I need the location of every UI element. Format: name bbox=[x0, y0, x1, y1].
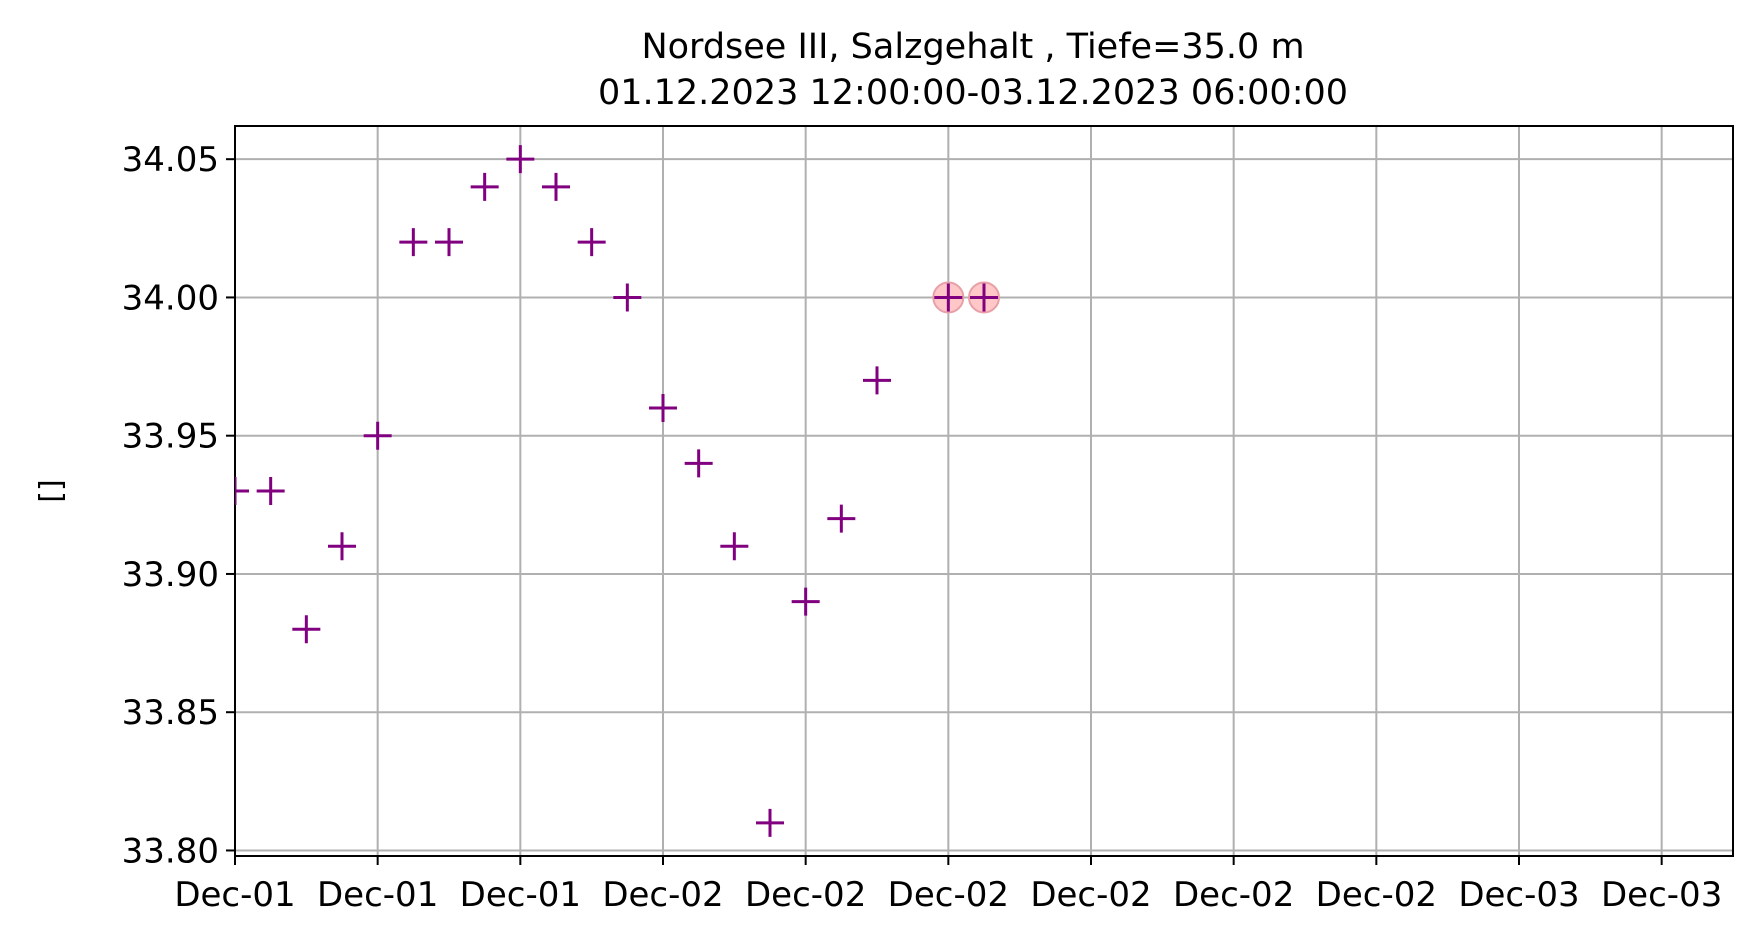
data-point-plus bbox=[827, 504, 856, 533]
x-tick-label: Dec-01 bbox=[174, 875, 295, 915]
x-tick-label: Dec-02 bbox=[1030, 875, 1151, 915]
y-tick-label: 33.95 bbox=[122, 417, 219, 457]
x-tick-label: Dec-02 bbox=[745, 875, 866, 915]
data-point-plus bbox=[756, 808, 784, 837]
data-point-plus bbox=[542, 172, 570, 201]
data-point-plus bbox=[720, 532, 749, 561]
data-point-plus bbox=[684, 449, 713, 478]
data-point-plus bbox=[791, 587, 820, 616]
data-point-plus bbox=[256, 477, 285, 505]
data-point-plus bbox=[934, 283, 963, 312]
y-tick-label: 33.90 bbox=[122, 555, 219, 595]
data-point-plus bbox=[970, 283, 998, 312]
data-point-plus bbox=[292, 615, 321, 644]
y-tick-label: 33.80 bbox=[122, 831, 219, 871]
y-tick-label: 33.85 bbox=[122, 693, 219, 733]
y-axis-label: [] bbox=[34, 479, 69, 502]
chart-subtitle: 01.12.2023 12:00:00-03.12.2023 06:00:00 bbox=[598, 73, 1348, 113]
data-point-plus bbox=[363, 421, 392, 450]
data-points bbox=[235, 145, 1000, 837]
plot-area-frame bbox=[234, 125, 1734, 857]
y-tick-label: 34.05 bbox=[122, 140, 219, 180]
grid-lines bbox=[234, 126, 1733, 856]
data-point-plus bbox=[435, 228, 463, 257]
data-point-plus bbox=[506, 145, 535, 174]
chart-title: Nordsee III, Salzgehalt , Tiefe=35.0 m bbox=[641, 27, 1304, 67]
x-tick-label: Dec-02 bbox=[602, 875, 723, 915]
data-point-plus bbox=[235, 477, 249, 505]
x-tick-label: Dec-01 bbox=[460, 875, 581, 915]
data-point-plus bbox=[613, 283, 642, 312]
x-tick-label: Dec-02 bbox=[1316, 875, 1437, 915]
data-point-plus bbox=[328, 532, 356, 561]
x-tick-label: Dec-02 bbox=[1173, 875, 1294, 915]
y-tick-label: 34.00 bbox=[122, 278, 219, 318]
data-point-plus bbox=[399, 228, 428, 257]
data-point-plus bbox=[863, 366, 891, 395]
x-tick-label: Dec-03 bbox=[1601, 875, 1722, 915]
data-point-plus bbox=[577, 228, 606, 257]
x-tick-label: Dec-03 bbox=[1458, 875, 1579, 915]
axis-ticks: Dec-01 Dec-01 Dec-01 Dec-02 Dec-02 Dec-02 Dec-… bbox=[122, 140, 1723, 915]
x-tick-label: Dec-02 bbox=[888, 875, 1009, 915]
data-point-plus bbox=[649, 394, 677, 423]
data-point-plus bbox=[470, 172, 499, 201]
x-tick-label: Dec-01 bbox=[317, 875, 438, 915]
